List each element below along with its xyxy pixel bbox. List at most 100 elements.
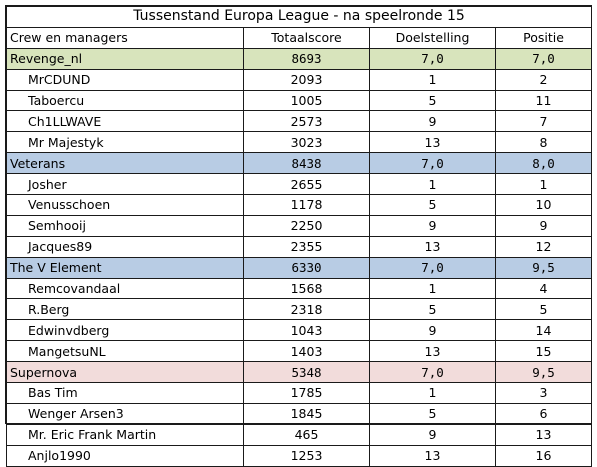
member-row: Mr. Eric Frank Martin 465 9 13	[6, 423, 593, 446]
manager-name: Mr Majestyk	[6, 131, 244, 154]
manager-score: 1845	[243, 402, 370, 425]
member-row: MrCDUND 2093 1 2	[6, 68, 593, 91]
member-row: Jacques89 2355 13 12	[6, 235, 593, 258]
manager-name: Venusschoen	[6, 194, 244, 216]
manager-goal: 13	[369, 131, 496, 154]
manager-goal: 9	[369, 423, 496, 446]
manager-score: 3023	[243, 131, 370, 154]
column-header-doelstelling: Doelstelling	[369, 26, 496, 49]
manager-goal: 13	[369, 444, 496, 467]
manager-name: MangetsuNL	[6, 340, 244, 363]
manager-position: 14	[494, 319, 593, 342]
manager-score: 1785	[243, 382, 370, 404]
manager-name: Semhooij	[6, 214, 244, 237]
manager-position: 7	[494, 110, 593, 133]
team-row: The V Element 6330 7,0 9,5	[6, 256, 593, 279]
manager-goal: 1	[369, 382, 496, 404]
manager-position: 13	[494, 423, 593, 446]
member-row: MangetsuNL 1403 13 15	[6, 340, 593, 363]
manager-goal: 5	[369, 89, 496, 112]
manager-name: Edwinvdberg	[6, 319, 244, 342]
member-row: R.Berg 2318 5 5	[6, 298, 593, 321]
member-row: Bas Tim 1785 1 3	[6, 382, 593, 404]
manager-score: 2355	[243, 235, 370, 258]
manager-position: 3	[494, 382, 593, 404]
manager-score: 1043	[243, 319, 370, 342]
manager-score: 1403	[243, 340, 370, 363]
manager-goal: 1	[369, 277, 496, 300]
member-row: Anjlo1990 1253 13 16	[6, 444, 593, 467]
manager-goal: 13	[369, 235, 496, 258]
page-title: Tussenstand Europa League - na speelrond…	[5, 6, 593, 28]
team-position: 7,0	[494, 47, 593, 70]
manager-position: 1	[494, 173, 593, 196]
member-row: Venusschoen 1178 5 10	[6, 194, 593, 216]
manager-goal: 9	[369, 319, 496, 342]
manager-name: R.Berg	[6, 298, 244, 321]
manager-name: Anjlo1990	[6, 444, 244, 467]
team-name: The V Element	[6, 256, 244, 279]
manager-goal: 13	[369, 340, 496, 363]
manager-score: 2093	[243, 68, 370, 91]
manager-goal: 1	[369, 68, 496, 91]
manager-name: Jacques89	[6, 235, 244, 258]
manager-position: 10	[494, 194, 593, 216]
manager-position: 5	[494, 298, 593, 321]
team-goal: 7,0	[369, 152, 496, 175]
team-row: Revenge_nl 8693 7,0 7,0	[6, 47, 593, 70]
manager-name: MrCDUND	[6, 68, 244, 91]
manager-name: Josher	[6, 173, 244, 196]
team-row: Supernova 5348 7,0 9,5	[6, 361, 593, 384]
team-name: Revenge_nl	[6, 47, 244, 70]
manager-goal: 5	[369, 402, 496, 425]
member-row: Josher 2655 1 1	[6, 173, 593, 196]
manager-score: 2655	[243, 173, 370, 196]
manager-position: 8	[494, 131, 593, 154]
manager-goal: 1	[369, 173, 496, 196]
team-name: Supernova	[6, 361, 244, 384]
member-row: Edwinvdberg 1043 9 14	[6, 319, 593, 342]
manager-goal: 9	[369, 110, 496, 133]
member-row: Taboercu 1005 5 11	[6, 89, 593, 112]
team-score: 5348	[243, 361, 370, 384]
manager-score: 1568	[243, 277, 370, 300]
manager-position: 11	[494, 89, 593, 112]
manager-name: Taboercu	[6, 89, 244, 112]
manager-score: 2573	[243, 110, 370, 133]
member-row: Mr Majestyk 3023 13 8	[6, 131, 593, 154]
column-header-positie: Positie	[494, 26, 593, 49]
manager-position: 15	[494, 340, 593, 363]
team-score: 8438	[243, 152, 370, 175]
column-header-crew: Crew en managers	[6, 26, 244, 49]
manager-position: 4	[494, 277, 593, 300]
standings-table: Tussenstand Europa League - na speelrond…	[5, 6, 593, 467]
team-score: 8693	[243, 47, 370, 70]
manager-name: Mr. Eric Frank Martin	[6, 423, 244, 446]
manager-goal: 9	[369, 214, 496, 237]
team-row: Veterans 8438 7,0 8,0	[6, 152, 593, 175]
manager-position: 6	[494, 402, 593, 425]
member-row: Remcovandaal 1568 1 4	[6, 277, 593, 300]
team-position: 8,0	[494, 152, 593, 175]
member-row: Wenger Arsen3 1845 5 6	[6, 402, 593, 425]
manager-name: Bas Tim	[6, 382, 244, 404]
team-name: Veterans	[6, 152, 244, 175]
header-row: Crew en managers Totaalscore Doelstellin…	[6, 26, 593, 49]
team-position: 9,5	[494, 256, 593, 279]
team-goal: 7,0	[369, 256, 496, 279]
column-header-totaalscore: Totaalscore	[243, 26, 370, 49]
standings-sheet: Tussenstand Europa League - na speelrond…	[5, 5, 593, 467]
team-goal: 7,0	[369, 47, 496, 70]
team-position: 9,5	[494, 361, 593, 384]
manager-goal: 5	[369, 194, 496, 216]
manager-goal: 5	[369, 298, 496, 321]
manager-score: 465	[243, 423, 370, 446]
manager-score: 2318	[243, 298, 370, 321]
team-score: 6330	[243, 256, 370, 279]
manager-position: 2	[494, 68, 593, 91]
manager-name: Ch1LLWAVE	[6, 110, 244, 133]
manager-score: 1253	[243, 444, 370, 467]
manager-position: 9	[494, 214, 593, 237]
manager-score: 1005	[243, 89, 370, 112]
member-row: Semhooij 2250 9 9	[6, 214, 593, 237]
